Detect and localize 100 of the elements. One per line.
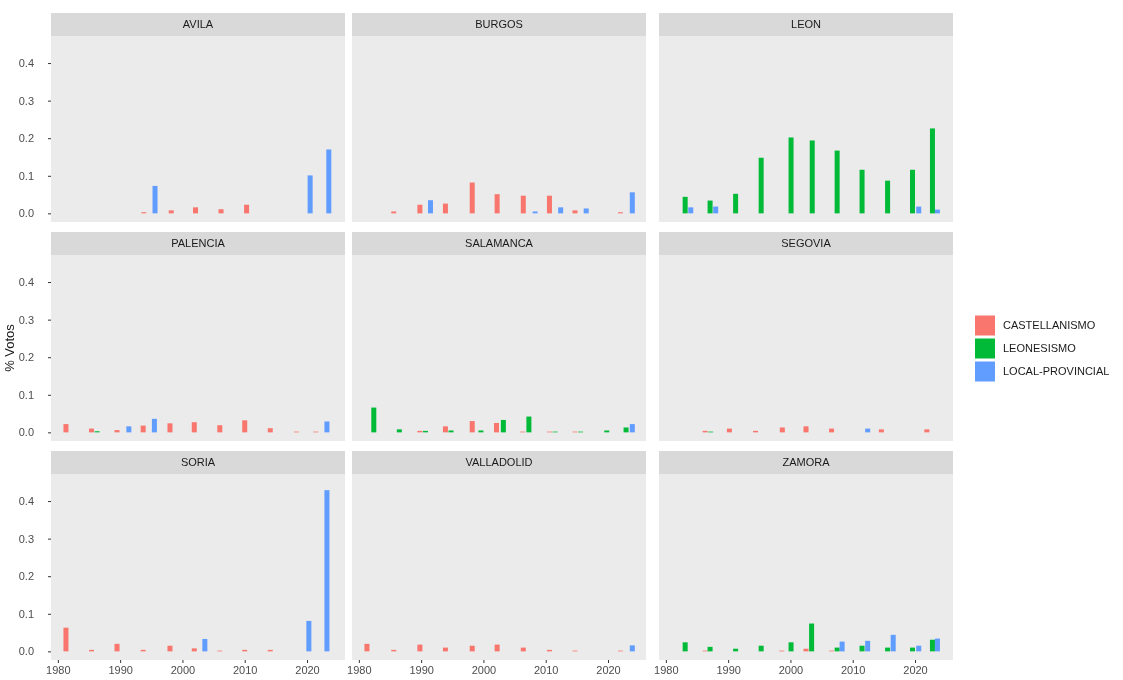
x-tick-label: 2000 — [471, 663, 497, 676]
x-tick-label: 1990 — [409, 663, 434, 676]
bar — [583, 208, 589, 214]
y-tick-label: 0.3 — [18, 313, 34, 326]
legend-label: CASTELLANISMO — [1003, 319, 1096, 332]
y-tick-label: 0.1 — [18, 388, 34, 401]
x-tick-label: 2010 — [533, 663, 559, 676]
bar — [202, 638, 208, 652]
bar — [364, 643, 370, 652]
chart-title: LEON — [791, 18, 822, 31]
bar — [809, 623, 815, 652]
y-tick-label: 0.3 — [18, 532, 34, 545]
chart-title: PALENCIA — [171, 237, 226, 250]
x-tick-label: 1990 — [716, 663, 741, 676]
bar — [788, 642, 794, 652]
chart-title: AVILA — [182, 18, 214, 31]
chart-title: BURGOS — [475, 18, 523, 31]
bar — [427, 200, 433, 214]
bar — [152, 185, 158, 214]
bar — [859, 169, 865, 214]
bar — [834, 150, 840, 214]
bar — [168, 210, 174, 214]
bar — [469, 421, 475, 433]
x-tick-label: 2020 — [903, 663, 928, 676]
bar — [417, 204, 423, 214]
bar — [500, 419, 506, 433]
chart-title: VALLADOLID — [465, 456, 533, 469]
bar — [63, 424, 69, 433]
y-tick-label: 0.1 — [18, 607, 34, 620]
bar — [733, 193, 739, 214]
y-tick-label: 0.2 — [18, 570, 34, 583]
y-tick-label: 0.4 — [18, 57, 34, 70]
y-tick-label: 0.4 — [18, 276, 34, 289]
bar — [114, 643, 120, 652]
bar — [558, 207, 564, 214]
bar — [326, 149, 332, 214]
y-tick-label: 0.3 — [18, 94, 34, 107]
y-tick-label: 0.2 — [18, 132, 34, 145]
y-tick-label: 0.0 — [18, 207, 34, 220]
bar — [929, 128, 935, 214]
x-tick-label: 2000 — [778, 663, 804, 676]
y-tick-label: 0.2 — [18, 351, 34, 364]
bar — [885, 180, 891, 214]
bar — [114, 430, 120, 433]
bar — [682, 196, 688, 214]
bar — [546, 195, 552, 214]
bar — [442, 426, 448, 433]
bar — [191, 648, 197, 652]
x-tick-label: 2010 — [232, 663, 258, 676]
bar — [520, 195, 526, 214]
y-tick-label: 0.0 — [18, 645, 34, 658]
chart-title: SEGOVIA — [781, 237, 832, 250]
bar — [629, 192, 635, 214]
bar — [809, 140, 815, 214]
x-tick-label: 2010 — [840, 663, 866, 676]
bar — [839, 641, 845, 652]
chart-title: SALAMANCA — [465, 237, 534, 250]
bar — [688, 207, 694, 214]
bar — [306, 620, 312, 652]
bar — [396, 429, 402, 433]
x-tick-label: 1980 — [46, 663, 71, 676]
bar — [682, 642, 688, 652]
bar — [193, 207, 199, 214]
x-tick-label: 1980 — [654, 663, 679, 676]
bar — [167, 423, 173, 433]
chart-title: SORIA — [180, 456, 216, 469]
bar — [191, 422, 197, 433]
x-tick-label: 2000 — [170, 663, 196, 676]
bar — [217, 425, 223, 433]
x-tick-label: 1990 — [108, 663, 133, 676]
bar — [63, 627, 69, 652]
legend-label: LEONESISMO — [1003, 342, 1077, 355]
bar — [442, 203, 448, 214]
bar — [572, 210, 578, 214]
y-tick-label: 0.0 — [18, 426, 34, 439]
bar — [218, 209, 224, 214]
y-axis-title: % Votos — [2, 323, 17, 372]
bar — [526, 416, 532, 433]
bar — [126, 426, 132, 433]
bar — [151, 418, 157, 433]
bar — [788, 137, 794, 214]
bar — [890, 634, 896, 652]
bar — [758, 157, 764, 214]
bar — [494, 422, 500, 433]
bar — [623, 427, 629, 433]
bar — [267, 428, 273, 433]
bar — [244, 204, 250, 214]
bar — [324, 421, 330, 433]
x-tick-label: 1980 — [347, 663, 372, 676]
bar — [865, 640, 871, 652]
bar — [629, 645, 635, 652]
bar — [494, 194, 500, 214]
y-tick-label: 0.4 — [18, 495, 34, 508]
bar — [307, 175, 313, 214]
bar — [934, 638, 940, 652]
bar — [629, 424, 635, 433]
x-tick-label: 2020 — [596, 663, 621, 676]
bar — [242, 420, 248, 433]
bar — [707, 200, 713, 214]
bar — [371, 407, 377, 433]
